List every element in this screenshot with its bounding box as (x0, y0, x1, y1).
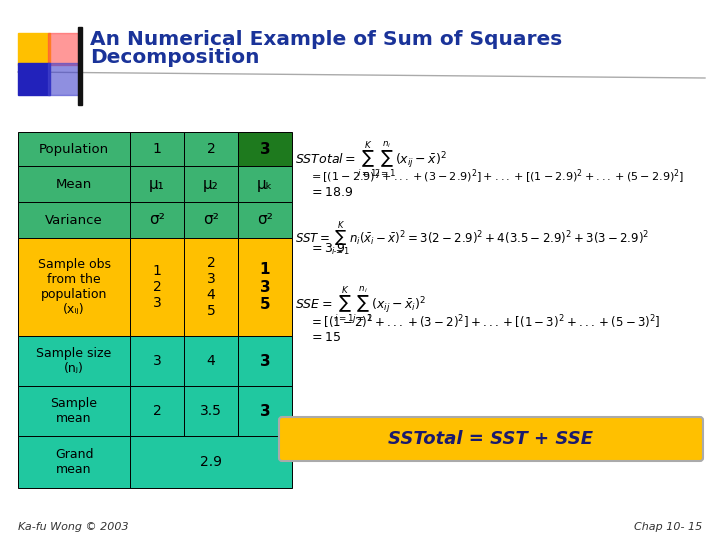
Bar (18, 386, 130, 436)
Bar (130, 132, 184, 166)
Bar (238, 132, 292, 166)
Text: $= [(1-2)^2 + ... + (3-2)^2] + ... + [(1-3)^2 + ... + (5-3)^2]$: $= [(1-2)^2 + ... + (3-2)^2] + ... + [(1… (309, 313, 660, 330)
Text: $= [(1-2.9)^2 + ... + (3-2.9)^2] + ... + [(1-2.9)^2 + ... + (5-2.9)^2]$: $= [(1-2.9)^2 + ... + (3-2.9)^2] + ... +… (309, 168, 684, 186)
Bar (184, 132, 238, 166)
Text: Sample size
(nⱼ): Sample size (nⱼ) (37, 347, 112, 375)
Text: σ²: σ² (257, 213, 273, 227)
Bar (130, 166, 184, 202)
Bar (130, 336, 184, 386)
Text: μₖ: μₖ (257, 177, 273, 192)
Bar (18, 336, 130, 386)
Bar (18, 132, 130, 166)
Text: 1
2
3: 1 2 3 (153, 264, 161, 310)
Text: 3: 3 (260, 403, 270, 418)
Bar (238, 386, 292, 436)
Bar (78, 27, 82, 105)
Text: 2
3
4
5: 2 3 4 5 (207, 256, 215, 318)
Bar (18, 202, 130, 238)
Text: $= 3.9$: $= 3.9$ (309, 242, 346, 255)
Bar (184, 238, 238, 336)
Text: σ²: σ² (149, 213, 165, 227)
Text: $= 18.9$: $= 18.9$ (309, 186, 354, 199)
Text: Sample obs
from the
population
(xᵢⱼ): Sample obs from the population (xᵢⱼ) (37, 258, 110, 316)
Text: Mean: Mean (56, 178, 92, 191)
Bar (184, 386, 238, 436)
Text: Sample
mean: Sample mean (50, 397, 97, 425)
Bar (18, 436, 130, 488)
Text: Population: Population (39, 143, 109, 156)
Text: $SSE = \sum_{i=1}^{K}\sum_{j=1}^{n_i}(x_{ij} - \bar{x}_i)^2$: $SSE = \sum_{i=1}^{K}\sum_{j=1}^{n_i}(x_… (295, 285, 426, 327)
Text: Chap 10- 15: Chap 10- 15 (634, 522, 702, 532)
Text: 1: 1 (153, 142, 161, 156)
Bar (130, 436, 292, 488)
Text: 3: 3 (260, 354, 270, 368)
Bar (18, 166, 130, 202)
Text: μ₂: μ₂ (203, 177, 219, 192)
Bar (130, 202, 184, 238)
Bar (130, 386, 184, 436)
Text: 3.5: 3.5 (200, 404, 222, 418)
Text: Variance: Variance (45, 213, 103, 226)
Text: 4: 4 (207, 354, 215, 368)
Bar (184, 336, 238, 386)
Bar (184, 166, 238, 202)
Text: An Numerical Example of Sum of Squares: An Numerical Example of Sum of Squares (90, 30, 562, 49)
Text: Ka-fu Wong © 2003: Ka-fu Wong © 2003 (18, 522, 129, 532)
Text: $SST = \sum_{i=1}^{K} n_i(\bar{x}_i - \bar{x})^2 = 3(2-2.9)^2 + 4(3.5-2.9)^2 + 3: $SST = \sum_{i=1}^{K} n_i(\bar{x}_i - \b… (295, 220, 649, 258)
Bar (18, 63, 50, 95)
Text: $SSTotal = \sum_{i=1}^{K}\sum_{j=1}^{n_i}(x_{ij} - \bar{x})^2$: $SSTotal = \sum_{i=1}^{K}\sum_{j=1}^{n_i… (295, 140, 447, 182)
Bar (238, 202, 292, 238)
Bar (48, 33, 80, 65)
Text: 3: 3 (153, 354, 161, 368)
Text: μ₁: μ₁ (149, 177, 165, 192)
Bar (18, 238, 130, 336)
Bar (48, 63, 80, 95)
Bar (184, 202, 238, 238)
FancyBboxPatch shape (279, 417, 703, 461)
Text: σ²: σ² (203, 213, 219, 227)
Text: Decomposition: Decomposition (90, 48, 259, 67)
Text: 3: 3 (260, 141, 270, 157)
Bar (238, 238, 292, 336)
Text: 1
3
5: 1 3 5 (260, 262, 270, 312)
Text: SSTotal = SST + SSE: SSTotal = SST + SSE (389, 430, 593, 448)
Bar (18, 33, 50, 65)
Text: $= 15$: $= 15$ (309, 331, 341, 344)
Bar (130, 238, 184, 336)
Bar (238, 166, 292, 202)
Bar (238, 336, 292, 386)
Text: 2: 2 (207, 142, 215, 156)
Text: Grand
mean: Grand mean (55, 448, 94, 476)
Text: 2: 2 (153, 404, 161, 418)
Text: 2.9: 2.9 (200, 455, 222, 469)
